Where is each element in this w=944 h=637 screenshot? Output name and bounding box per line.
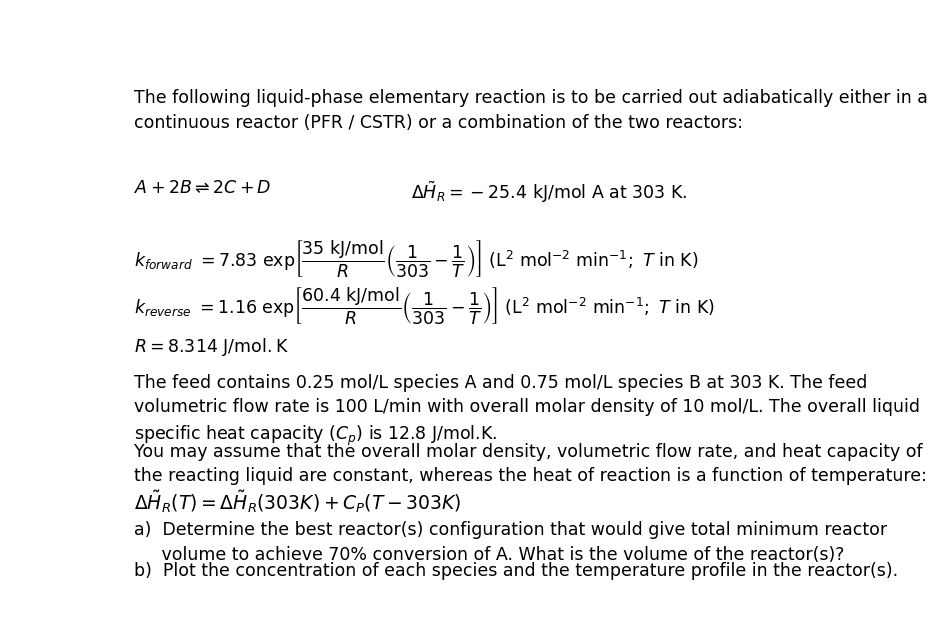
Text: b)  Plot the concentration of each species and the temperature profile in the re: b) Plot the concentration of each specie… xyxy=(134,562,898,580)
Text: $\mathit{A} + 2\mathit{B} \rightleftharpoons 2\mathit{C} + \mathit{D}$: $\mathit{A} + 2\mathit{B} \rightleftharp… xyxy=(134,180,272,197)
Text: You may assume that the overall molar density, volumetric flow rate, and heat ca: You may assume that the overall molar de… xyxy=(134,443,926,485)
Text: $k_\mathit{forward}$$\ = 7.83\ \exp\!\left[\dfrac{35\ \mathrm{kJ/mol}}{R}\left(\: $k_\mathit{forward}$$\ = 7.83\ \exp\!\le… xyxy=(134,238,698,279)
Text: $\Delta\tilde{H}_R = -25.4\ \mathrm{kJ/mol\ A\ at\ 303\ K.}$: $\Delta\tilde{H}_R = -25.4\ \mathrm{kJ/m… xyxy=(411,180,687,205)
Text: $k_\mathit{reverse}$$\ = 1.16\ \exp\!\left[\dfrac{60.4\ \mathrm{kJ/mol}}{R}\left: $k_\mathit{reverse}$$\ = 1.16\ \exp\!\le… xyxy=(134,285,715,326)
Text: The feed contains 0.25 mol/L species A and 0.75 mol/L species B at 303 K. The fe: The feed contains 0.25 mol/L species A a… xyxy=(134,374,919,448)
Text: $\Delta\tilde{H}_R(T) = \Delta\tilde{H}_R(303K) + C_P(T - 303K)$: $\Delta\tilde{H}_R(T) = \Delta\tilde{H}_… xyxy=(134,489,462,515)
Text: The following liquid-phase elementary reaction is to be carried out adiabaticall: The following liquid-phase elementary re… xyxy=(134,89,927,132)
Text: $R = 8.314\ \mathrm{J/mol.K}$: $R = 8.314\ \mathrm{J/mol.K}$ xyxy=(134,336,289,359)
Text: a)  Determine the best reactor(s) configuration that would give total minimum re: a) Determine the best reactor(s) configu… xyxy=(134,521,886,564)
